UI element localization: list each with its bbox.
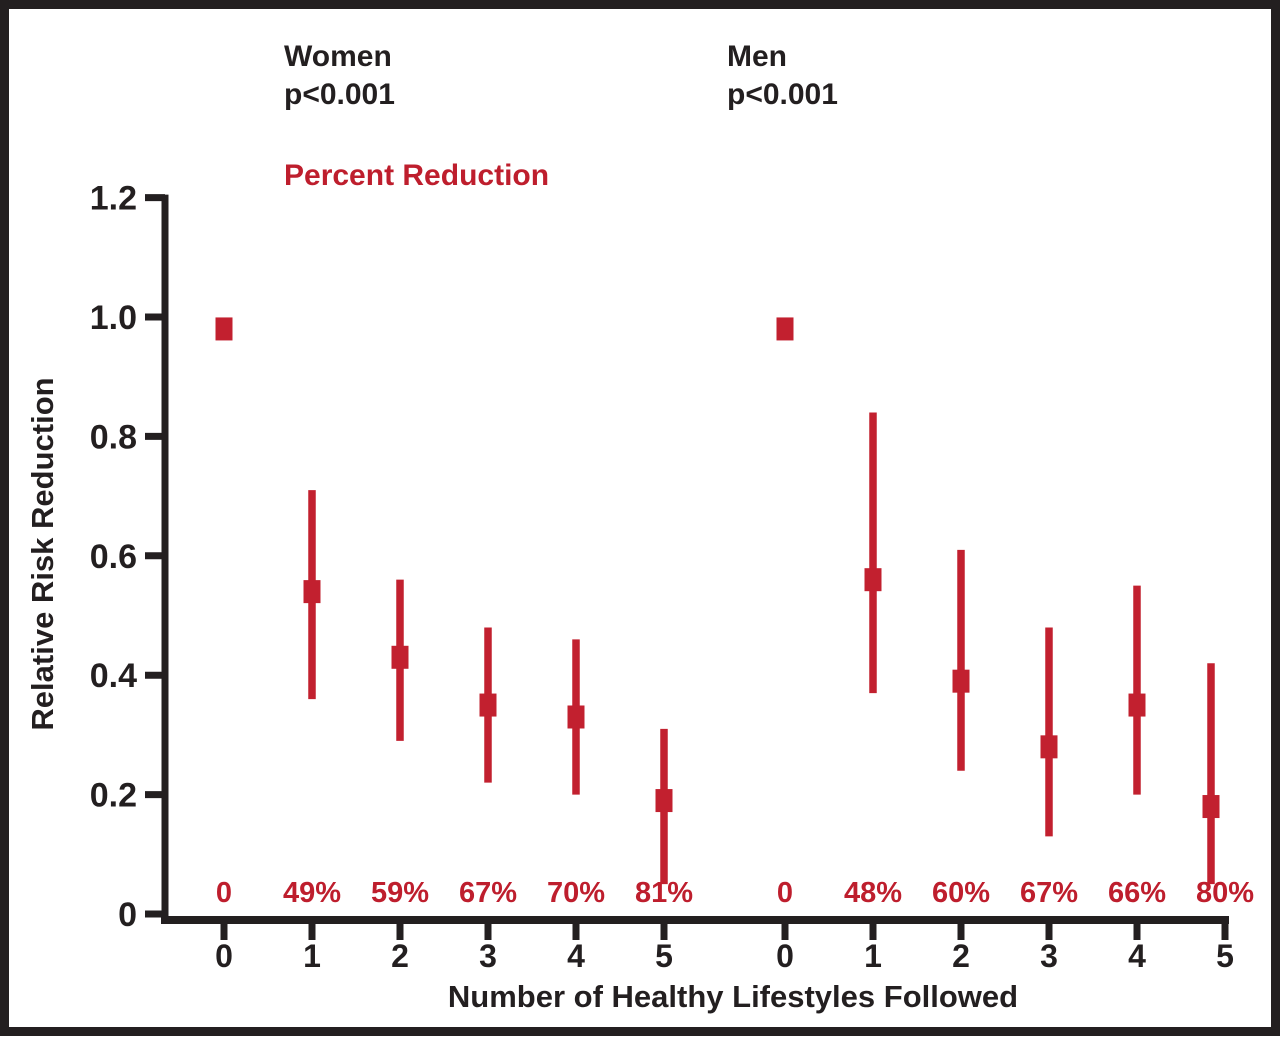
y-tick-label-0: 0: [118, 896, 137, 934]
pct-label-women-3: 67%: [459, 877, 517, 909]
x-tick-label-women-0: 0: [215, 938, 233, 974]
y-tick-label-1.0: 1.0: [90, 299, 137, 337]
y-tick-label-0.2: 0.2: [90, 777, 137, 815]
marker-women-5: [655, 789, 673, 813]
marker-men-5: [1202, 795, 1220, 819]
marker-women-3: [479, 693, 497, 717]
marker-men-0: [776, 317, 794, 341]
y-tick-label-0.6: 0.6: [90, 538, 137, 576]
marker-men-3: [1040, 735, 1058, 759]
men-p-value: p<0.001: [727, 78, 838, 111]
y-tick-label-0.8: 0.8: [90, 418, 137, 456]
marker-men-1: [864, 568, 882, 592]
x-tick-label-women-2: 2: [391, 938, 409, 974]
relative-risk-reduction-chart: 1.2 1.0 0.8 0.6 0.4 0.2 0 Relative Risk Reducti…: [25, 40, 1254, 1014]
marker-women-0: [215, 317, 233, 341]
pct-label-men-5: 80%: [1196, 877, 1254, 909]
pct-label-men-1: 48%: [844, 877, 902, 909]
women-header-title: Women: [284, 40, 392, 73]
x-tick-label-men-4: 4: [1128, 938, 1146, 974]
x-tick-label-men-3: 3: [1040, 938, 1058, 974]
pct-label-men-4: 66%: [1108, 877, 1166, 909]
pct-label-men-2: 60%: [932, 877, 990, 909]
x-tick-label-men-5: 5: [1216, 938, 1234, 974]
x-tick-label-women-4: 4: [567, 938, 585, 974]
men-header-title: Men: [727, 40, 787, 73]
y-tick-label-1.2: 1.2: [90, 180, 137, 218]
marker-men-2: [952, 669, 970, 693]
pct-label-men-3: 67%: [1020, 877, 1078, 909]
pct-label-women-4: 70%: [547, 877, 605, 909]
y-axis-title: Relative Risk Reduction: [25, 377, 60, 730]
marker-women-4: [567, 705, 585, 729]
pct-label-women-2: 59%: [371, 877, 429, 909]
x-axis-title: Number of Healthy Lifestyles Followed: [448, 979, 1018, 1014]
pct-label-women-1: 49%: [283, 877, 341, 909]
y-tick-label-0.4: 0.4: [90, 657, 137, 695]
percent-reduction-label: Percent Reduction: [284, 159, 549, 192]
pct-label-men-0: 0: [777, 877, 793, 909]
x-tick-label-women-1: 1: [303, 938, 321, 974]
marker-men-4: [1128, 693, 1146, 717]
x-tick-label-men-1: 1: [864, 938, 882, 974]
x-tick-label-men-0: 0: [776, 938, 794, 974]
women-p-value: p<0.001: [284, 78, 395, 111]
x-tick-label-women-5: 5: [655, 938, 673, 974]
marker-women-1: [303, 580, 321, 604]
marker-women-2: [391, 645, 409, 669]
x-tick-label-men-2: 2: [952, 938, 970, 974]
pct-label-women-0: 0: [216, 877, 232, 909]
x-tick-label-women-3: 3: [479, 938, 497, 974]
